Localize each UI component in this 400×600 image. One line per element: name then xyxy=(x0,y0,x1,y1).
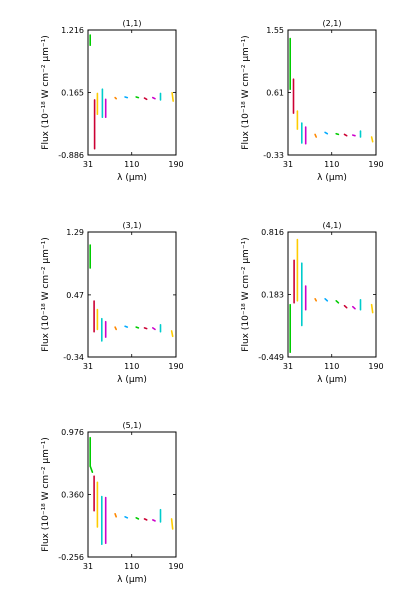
x-tick-label: 31 xyxy=(83,362,93,371)
data-segment xyxy=(351,305,356,310)
data-segment xyxy=(351,134,356,137)
data-segment xyxy=(143,327,148,330)
y-tick-label: 0.47 xyxy=(66,291,84,300)
y-tick-label: -0.886 xyxy=(58,151,84,160)
x-tick-label: 110 xyxy=(124,562,139,571)
data-segment xyxy=(370,303,374,314)
y-tick-label: 1.29 xyxy=(66,228,84,237)
x-tick-label: 110 xyxy=(124,362,139,371)
y-axis-label: Flux (10⁻¹⁸ W cm⁻² μm⁻¹) xyxy=(241,237,251,351)
subplot-1: (1,1) 31 110 190 -0.886 0.165 1.216 λ (μm) Flux … xyxy=(41,19,184,183)
data-segment xyxy=(314,133,318,138)
x-axis-label: λ (μm) xyxy=(317,173,347,183)
data-segment xyxy=(89,465,94,474)
y-tick-label: -0.34 xyxy=(63,353,84,362)
data-segment xyxy=(124,96,129,99)
data-segment xyxy=(124,325,129,328)
subplot-4: (4,1) 31 110 190 -0.449 0.183 0.816 λ (μm) Flux … xyxy=(241,221,384,385)
y-tick-label: 0.360 xyxy=(61,491,84,500)
x-tick-label: 190 xyxy=(368,362,383,371)
x-tick-label: 110 xyxy=(324,160,339,169)
data-segment xyxy=(370,136,374,143)
data-segment xyxy=(124,515,129,519)
data-segment xyxy=(335,299,340,304)
data-segment xyxy=(170,518,174,530)
y-tick-label: 0.61 xyxy=(266,89,284,98)
x-axis-label: λ (μm) xyxy=(117,173,147,183)
y-tick-label: 0.976 xyxy=(61,428,84,437)
x-tick-label: 190 xyxy=(168,160,183,169)
x-axis-label: λ (μm) xyxy=(117,575,147,585)
data-segment xyxy=(135,96,140,99)
data-segment xyxy=(114,326,117,331)
x-tick-label: 190 xyxy=(368,160,383,169)
data-segment xyxy=(324,131,329,135)
y-tick-label: -0.256 xyxy=(58,553,84,562)
x-tick-label: 110 xyxy=(324,362,339,371)
x-tick-label: 31 xyxy=(83,160,93,169)
data-segment xyxy=(335,132,340,136)
x-tick-label: 190 xyxy=(168,362,183,371)
axes-frame xyxy=(87,29,177,156)
data-segment xyxy=(343,304,348,309)
data-segment xyxy=(135,326,140,329)
data-segment xyxy=(324,297,329,302)
x-tick-label: 31 xyxy=(283,160,293,169)
data-segment xyxy=(135,516,140,520)
data-segment xyxy=(171,92,174,102)
y-tick-label: 1.55 xyxy=(266,26,284,35)
subplot-2: (2,1) 31 110 190 -0.33 0.61 1.55 λ (μm) Flux (10… xyxy=(241,19,384,183)
subplot-5: (5,1) 31 110 190 -0.256 0.360 0.976 λ (μm) Flux … xyxy=(41,421,184,585)
data-segment xyxy=(152,96,156,100)
x-tick-label: 110 xyxy=(124,160,139,169)
subplot-title: (2,1) xyxy=(323,19,342,28)
data-segment xyxy=(152,519,156,522)
data-segment xyxy=(143,518,148,521)
y-tick-label: 0.165 xyxy=(61,89,84,98)
y-tick-label: -0.33 xyxy=(263,151,284,160)
x-tick-label: 190 xyxy=(168,562,183,571)
y-tick-label: 1.216 xyxy=(61,26,84,35)
y-axis-label: Flux (10⁻¹⁸ W cm⁻² μm⁻¹) xyxy=(41,237,51,351)
y-tick-label: 0.816 xyxy=(261,228,284,237)
subplot-title: (4,1) xyxy=(323,221,342,230)
data-segment xyxy=(114,96,117,100)
y-axis-label: Flux (10⁻¹⁸ W cm⁻² μm⁻¹) xyxy=(241,35,251,149)
data-segment xyxy=(170,330,174,338)
data-segment xyxy=(114,512,117,518)
y-tick-label: 0.183 xyxy=(261,291,284,300)
subplot-title: (3,1) xyxy=(123,221,142,230)
x-axis-label: λ (μm) xyxy=(117,375,147,385)
data-segment xyxy=(343,133,348,137)
data-segment xyxy=(152,327,156,331)
data-segment xyxy=(314,297,318,302)
x-tick-label: 31 xyxy=(283,362,293,371)
x-axis-label: λ (μm) xyxy=(317,375,347,385)
subplot-3: (3,1) 31 110 190 -0.34 0.47 1.29 λ (μm) Flux (10… xyxy=(41,221,184,385)
y-axis-label: Flux (10⁻¹⁸ W cm⁻² μm⁻¹) xyxy=(41,35,51,149)
y-axis-label: Flux (10⁻¹⁸ W cm⁻² μm⁻¹) xyxy=(41,437,51,551)
subplot-title: (1,1) xyxy=(123,19,142,28)
subplot-title: (5,1) xyxy=(123,421,142,430)
y-tick-label: -0.449 xyxy=(258,353,284,362)
x-tick-label: 31 xyxy=(83,562,93,571)
data-segment xyxy=(143,97,148,101)
